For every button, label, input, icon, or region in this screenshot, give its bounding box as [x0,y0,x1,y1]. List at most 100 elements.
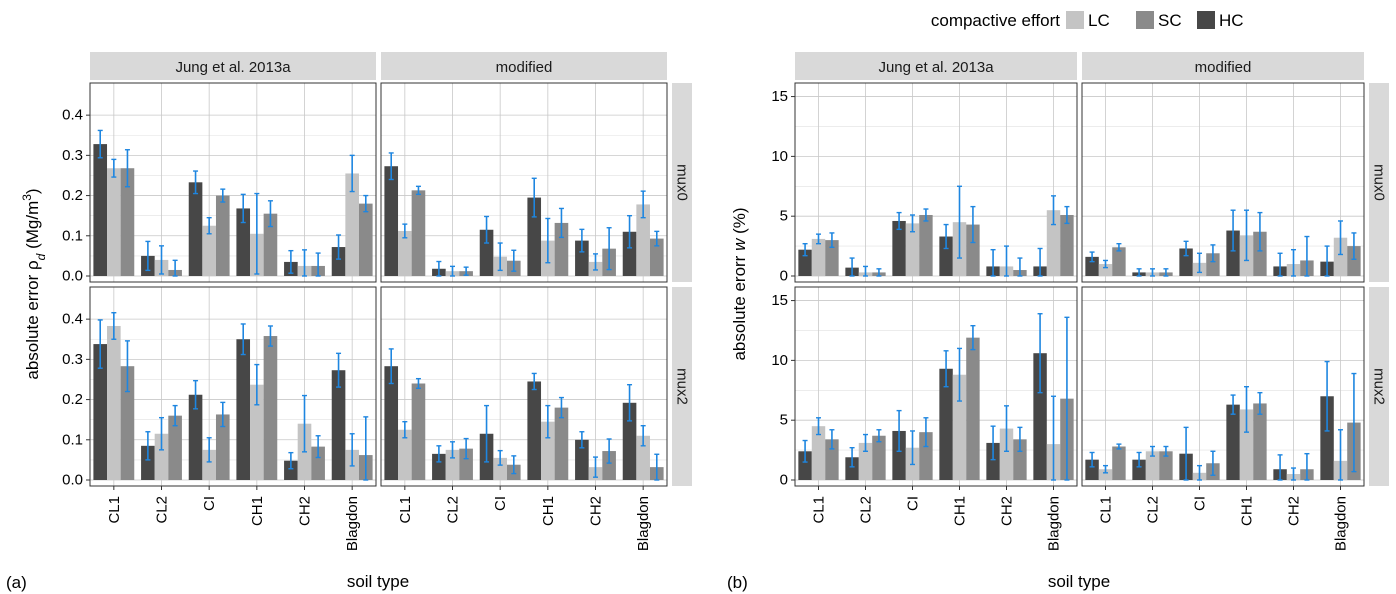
bar-ch1-hc [527,381,542,480]
panel-modified-mux2: CL1 CL2 CI CH1 CH2 Blagdon [1081,286,1365,551]
bar-cl1-hc [798,249,812,276]
bar-blagdon-hc [622,231,637,276]
bar-cl1-hc [1085,256,1099,276]
bar-cl2-sc [459,448,473,480]
bar-ch1-lc [541,421,555,480]
bar-cl2-lc [154,433,169,480]
bar-ch1-hc [939,236,953,276]
x-tick-label-cl1: CL1 [811,496,828,524]
bar-ci-hc [892,430,906,480]
bar-ch2-hc [284,460,298,480]
bar-ch2-hc [986,442,1000,480]
bar-cl1-hc [384,166,399,276]
bar-cl1-lc [811,238,826,276]
bar-blagdon-lc [1046,210,1061,276]
bar-blagdon-lc [1333,237,1348,276]
bar-ch2-lc [999,428,1014,480]
bar-ch2-sc [1013,439,1027,480]
bar-ch2-sc [602,451,616,480]
x-tick-label-ch2: CH2 [297,496,314,526]
bar-cl2-sc [1159,451,1173,480]
x-tick-label-ci: CI [1192,496,1209,511]
bar-ch1-sc [554,407,569,480]
bar-blagdon-sc [358,203,373,276]
y-tick-label: 0 [780,472,788,489]
panel-border [794,286,1078,487]
y-tick-label: 0.4 [62,107,83,124]
x-tick-label-cl1: CL1 [106,496,123,524]
legend-swatch-sc [1136,11,1154,29]
x-tick-label-cl1: CL1 [397,496,414,524]
bar-ci-sc [919,432,933,480]
bar-ch1-sc [554,222,569,276]
x-axis-title: soil type [1048,572,1110,591]
bar-ch1-hc [1226,404,1240,480]
bar-blagdon-hc [331,247,346,276]
bar-blagdon-hc [1320,396,1334,480]
bar-cl2-lc [1145,451,1160,480]
bar-ch1-hc [939,368,953,480]
bar-blagdon-lc [636,204,650,276]
y-tick-label: 10 [771,352,788,369]
x-tick-label-ci: CI [492,496,509,511]
legend-label-sc: SC [1158,11,1182,30]
bar-blagdon-hc [622,402,637,480]
bar-cl1-hc [1085,459,1099,480]
facet-label-jung-et-al-2013a: Jung et al. 2013a [175,59,291,76]
panel-jung-et-al-2013a-mux0: 0 5 10 15 [771,82,1078,285]
y-tick-label: 0.3 [62,351,83,368]
x-tick-label-ci: CI [201,496,218,511]
bar-ci-sc [215,195,230,276]
bar-cl1-hc [93,144,108,276]
bar-ci-lc [202,225,216,276]
bar-ch1-hc [236,339,251,480]
bar-ch1-hc [527,197,542,276]
bar-ch1-sc [263,213,278,276]
bar-ci-lc [905,223,920,276]
bar-blagdon-hc [1033,353,1047,480]
x-tick-label-blagdon: Blagdon [635,496,652,551]
facet-label-mux0: mux0 [674,164,691,201]
bar-ci-lc [493,457,507,480]
facet-label-jung-et-al-2013a: Jung et al. 2013a [878,59,994,76]
bar-ch2-sc [311,446,325,480]
y-tick-label: 10 [771,148,788,165]
y-tick-label: 0.1 [62,431,83,448]
x-tick-label-ch2: CH2 [999,496,1016,526]
facet-label-mux2: mux2 [674,368,691,405]
x-tick-label-ch1: CH1 [1239,496,1256,526]
facet-label-modified: modified [1195,59,1252,76]
panel-background [381,83,667,282]
bar-cl2-sc [872,435,886,480]
bar-blagdon-lc [345,173,359,276]
bar-blagdon-sc [1060,214,1074,276]
bar-cl2-hc [1132,459,1146,480]
panel-modified-mux0 [380,82,668,283]
bar-cl1-lc [107,168,121,276]
bar-ci-hc [892,220,906,276]
bar-ci-sc [1206,253,1220,276]
panel-background [90,287,376,486]
facet-strip-mux2 [672,287,692,486]
legend: compactive effort LC SC HC [931,11,1244,30]
bar-cl1-sc [825,439,839,480]
facet-strip-mux0 [672,83,692,282]
bar-ci-lc [202,449,216,480]
y-tick-label: 0.4 [62,311,83,328]
y-tick-label: 0.3 [62,147,83,164]
panel-border [1081,82,1365,283]
panel-background [1082,83,1364,282]
y-tick-label: 15 [771,292,788,309]
y-axis-title: absolute erorr w (%) [730,207,749,360]
bar-cl1-lc [107,325,121,480]
bar-ch1-sc [1253,231,1267,276]
chart-b: Jung et al. 2013a modifiedmux0mux20510150… [730,52,1389,591]
panel-modified-mux2: CL1 CL2 CI CH1 CH2 Blagdon [380,286,668,551]
x-tick-label-ch1: CH1 [249,496,266,526]
bar-blagdon-sc [649,238,664,276]
x-tick-label-blagdon: Blagdon [1333,496,1350,551]
facet-label-mux2: mux2 [1371,368,1388,405]
bar-cl1-sc [411,383,426,480]
